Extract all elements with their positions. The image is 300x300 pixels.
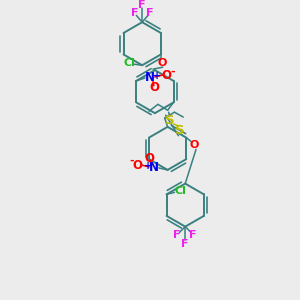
Text: -: - xyxy=(170,67,175,77)
Text: F: F xyxy=(182,239,189,249)
Text: Cl: Cl xyxy=(174,186,186,197)
Text: S: S xyxy=(165,115,174,128)
Text: N: N xyxy=(145,71,155,84)
Text: O: O xyxy=(150,81,160,94)
Text: O: O xyxy=(144,152,154,165)
Text: O: O xyxy=(132,158,142,172)
Text: F: F xyxy=(189,230,197,240)
Text: +: + xyxy=(144,161,152,171)
Text: Cl: Cl xyxy=(124,58,135,68)
Text: N: N xyxy=(149,161,159,174)
Text: F: F xyxy=(146,8,154,18)
Text: O: O xyxy=(162,68,172,82)
Text: F: F xyxy=(130,8,138,18)
Text: -: - xyxy=(129,156,134,166)
Text: F: F xyxy=(173,230,180,240)
Text: S: S xyxy=(175,124,184,137)
Text: O: O xyxy=(157,58,167,68)
Text: O: O xyxy=(189,140,199,150)
Text: +: + xyxy=(153,71,161,81)
Text: F: F xyxy=(138,0,146,10)
